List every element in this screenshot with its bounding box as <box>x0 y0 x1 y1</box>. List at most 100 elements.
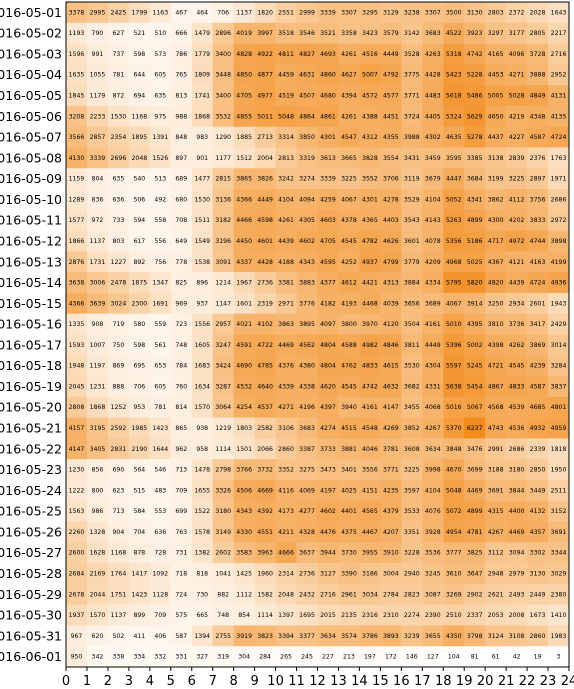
cell-value-label: 556 <box>154 238 166 245</box>
cell-value-label: 636 <box>112 196 124 203</box>
cell-value-label: 1866 <box>69 238 85 245</box>
cell-value-label: 1695 <box>299 612 315 619</box>
cell-value-label: 2425 <box>111 9 127 16</box>
cell-value-label: 3130 <box>467 9 483 16</box>
cell-value-label: 4861 <box>320 113 336 120</box>
cell-value-label: 81 <box>471 654 479 661</box>
x-tick-label: 23 <box>540 674 557 689</box>
cell-value-label: 617 <box>133 238 145 245</box>
x-tick-label: 16 <box>393 674 410 689</box>
cell-value-label: 540 <box>133 176 145 183</box>
cell-value-label: 1983 <box>551 633 567 640</box>
x-tick-label: 20 <box>477 674 494 689</box>
cell-value-label: 3064 <box>215 404 231 411</box>
cell-value-label: 4313 <box>383 280 399 287</box>
cell-value-label: 4348 <box>530 113 546 120</box>
cell-value-label: 3448 <box>215 72 231 79</box>
cell-value-label: 666 <box>175 30 187 37</box>
cell-value-label: 2948 <box>488 570 504 577</box>
cell-value-label: 3888 <box>530 72 546 79</box>
cell-value-label: 4469 <box>467 487 483 494</box>
cell-value-label: 723 <box>175 321 187 328</box>
cell-value-label: 3683 <box>425 30 441 37</box>
cell-value-label: 4469 <box>509 529 525 536</box>
x-tick-label: 1 <box>83 674 91 689</box>
cell-value-label: 1578 <box>194 529 210 536</box>
cell-value-label: 1179 <box>90 93 106 100</box>
cell-value-label: 5067 <box>467 404 483 411</box>
cell-value-label: 3199 <box>488 176 504 183</box>
cell-value-label: 724 <box>175 591 187 598</box>
cell-value-label: 4572 <box>362 93 378 100</box>
cell-value-label: 4899 <box>467 508 483 515</box>
cell-value-label: 2339 <box>530 446 546 453</box>
cell-value-label: 4182 <box>320 300 336 307</box>
cell-value-label: 3400 <box>215 93 231 100</box>
row-date-label: 2016-05-15 <box>0 296 62 311</box>
cell-value-label: 4338 <box>299 383 315 390</box>
cell-value-label: 4188 <box>278 259 294 266</box>
cell-value-label: 4587 <box>530 134 546 141</box>
cell-value-label: 904 <box>112 529 124 536</box>
cell-value-label: 3029 <box>551 570 567 577</box>
cell-value-label: 4261 <box>278 217 294 224</box>
cell-value-label: 3728 <box>530 51 546 58</box>
cell-value-label: 4392 <box>257 508 273 515</box>
cell-value-label: 1128 <box>152 591 168 598</box>
cell-value-label: 4849 <box>530 93 546 100</box>
cell-value-label: 3459 <box>425 155 441 162</box>
heatmap-cells <box>66 2 569 667</box>
cell-value-label: 986 <box>92 508 104 515</box>
cell-value-label: 2582 <box>257 425 273 432</box>
cell-value-label: 4855 <box>236 113 252 120</box>
cell-value-label: 3130 <box>530 570 546 577</box>
cell-value-label: 3180 <box>215 508 231 515</box>
cell-value-label: 2044 <box>90 591 106 598</box>
cell-value-label: 4937 <box>362 259 378 266</box>
cell-value-label: 4804 <box>320 363 336 370</box>
cell-value-label: 4565 <box>362 508 378 515</box>
cell-value-label: 4304 <box>425 363 441 370</box>
cell-value-label: 3314 <box>278 134 294 141</box>
cell-value-label: 4379 <box>383 508 399 515</box>
cell-value-label: 969 <box>175 300 187 307</box>
cell-value-label: 4021 <box>236 321 252 328</box>
cell-value-label: 3521 <box>320 30 336 37</box>
cell-value-label: 719 <box>112 321 124 328</box>
cell-value-label: 2376 <box>530 155 546 162</box>
cell-value-label: 3730 <box>341 550 357 557</box>
x-tick-label: 5 <box>167 674 175 689</box>
cell-value-label: 3798 <box>467 633 483 640</box>
cell-value-label: 3724 <box>404 113 420 120</box>
cell-value-label: 3850 <box>299 134 315 141</box>
cell-value-label: 4591 <box>236 342 252 349</box>
cell-value-label: 706 <box>133 383 145 390</box>
cell-value-label: 4343 <box>236 508 252 515</box>
cell-value-label: 4968 <box>446 259 462 266</box>
cell-value-label: 1741 <box>194 93 210 100</box>
cell-value-label: 558 <box>154 217 166 224</box>
cell-value-label: 2511 <box>551 487 567 494</box>
cell-value-label: 1112 <box>236 591 252 598</box>
cell-value-label: 3449 <box>530 487 546 494</box>
cell-value-label: 4271 <box>509 72 525 79</box>
cell-value-label: 2897 <box>530 176 546 183</box>
cell-value-label: 2803 <box>488 9 504 16</box>
cell-value-label: 3884 <box>404 280 420 287</box>
cell-value-label: 3869 <box>530 342 546 349</box>
cell-value-label: 3225 <box>509 176 525 183</box>
cell-value-label: 515 <box>133 487 145 494</box>
cell-value-label: 1644 <box>152 446 168 453</box>
cell-value-label: 3307 <box>341 9 357 16</box>
cell-value-label: 3923 <box>467 30 483 37</box>
cell-value-label: 2736 <box>257 280 273 287</box>
cell-value-label: 3639 <box>90 300 106 307</box>
x-tick-label: 14 <box>351 674 368 689</box>
cell-value-label: 4516 <box>362 51 378 58</box>
cell-value-label: 605 <box>154 72 166 79</box>
x-tick-label: 17 <box>414 674 431 689</box>
cell-value-label: 3865 <box>236 176 252 183</box>
cell-value-label: 3679 <box>425 176 441 183</box>
cell-value-label: 3295 <box>362 9 378 16</box>
cell-value-label: 3142 <box>404 30 420 37</box>
